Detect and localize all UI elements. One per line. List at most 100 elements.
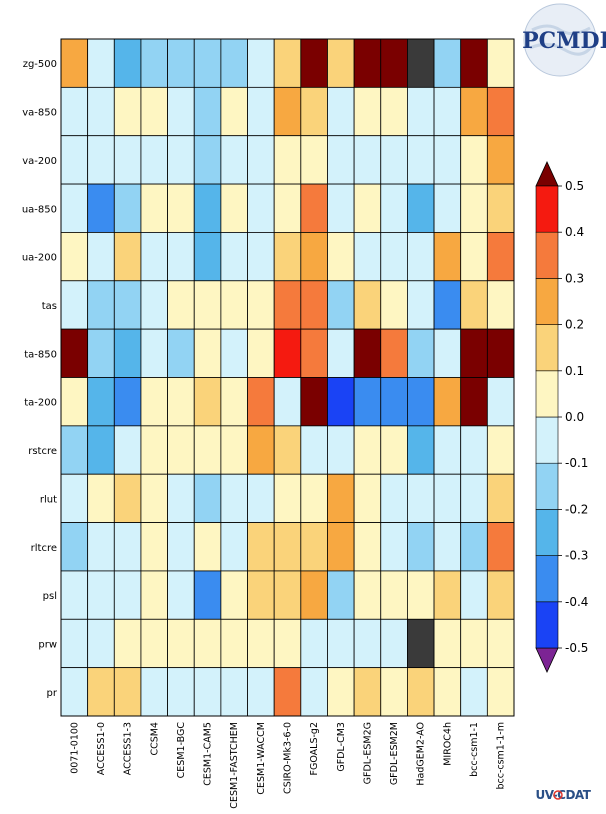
colorbar-tick-label: -0.1	[565, 456, 588, 470]
colorbar-bin	[535, 278, 559, 325]
heatmap-cell	[60, 135, 89, 185]
heatmap-cell	[353, 473, 382, 523]
heatmap-cell	[60, 280, 89, 330]
grid-border	[60, 38, 515, 717]
heatmap-cell	[353, 38, 382, 88]
row-label: psl	[43, 591, 57, 602]
heatmap-cell	[460, 135, 488, 185]
heatmap-cell	[247, 425, 275, 475]
heatmap-cell	[327, 183, 355, 233]
heatmap-cell	[167, 667, 195, 717]
heatmap-cell	[460, 38, 488, 88]
heatmap-cell	[486, 232, 515, 282]
heatmap-cell	[460, 522, 488, 572]
column-label: CESM1-CAM5	[203, 722, 214, 786]
colorbar-tick-label: 0.4	[565, 225, 584, 239]
heatmap-cell	[167, 377, 195, 427]
heatmap-cell	[247, 522, 275, 572]
heatmap-cell	[220, 618, 248, 669]
colorbar-bin	[535, 601, 559, 649]
heatmap-cell	[300, 377, 328, 427]
heatmap-cell	[140, 135, 168, 185]
heatmap-cell	[407, 38, 435, 88]
row-label: va-850	[22, 108, 57, 119]
heatmap-cell	[247, 38, 275, 88]
heatmap-cell	[407, 86, 435, 137]
heatmap-cell	[273, 425, 302, 475]
row-label: ta-200	[24, 398, 57, 409]
heatmap-cell	[193, 280, 222, 330]
heatmap-cell	[486, 570, 515, 620]
row-label: rstcre	[28, 446, 57, 457]
heatmap-cell	[193, 618, 222, 669]
heatmap-cell	[167, 86, 195, 137]
row-label: ta-850	[24, 349, 57, 360]
heatmap-cell	[353, 232, 382, 282]
colorbar-bin	[535, 185, 559, 233]
heatmap-cell	[327, 232, 355, 282]
heatmap-cell	[407, 425, 435, 475]
heatmap-cell	[167, 473, 195, 523]
heatmap-cell	[140, 570, 168, 620]
heatmap-cell	[193, 38, 222, 88]
heatmap-cell	[220, 522, 248, 572]
heatmap-cell	[87, 473, 115, 523]
row-label: ua-200	[22, 253, 57, 264]
uvcdat-logo: UV-CDAT	[536, 788, 593, 802]
heatmap-cell	[113, 328, 142, 378]
row-label: rlut	[40, 494, 57, 505]
column-label: bcc-csm1-1-m	[496, 722, 507, 790]
heatmap-cell	[247, 135, 275, 185]
colorbar-tick-label: -0.5	[565, 641, 588, 655]
heatmap-cell	[433, 183, 462, 233]
heatmap-cell	[486, 38, 515, 88]
heatmap-cell	[433, 280, 462, 330]
row-label: zg-500	[23, 59, 57, 70]
heatmap-cell	[113, 425, 142, 475]
pcmdi-logo-text: PCMDI	[522, 28, 606, 54]
column-label: GFDL-ESM2G	[362, 722, 373, 784]
heatmap-cell	[300, 328, 328, 378]
heatmap-cell	[353, 667, 382, 717]
heatmap-cell	[220, 328, 248, 378]
heatmap-cell	[486, 377, 515, 427]
heatmap-cell	[380, 135, 408, 185]
colorbar-bin	[535, 509, 559, 556]
heatmap-cell	[87, 377, 115, 427]
heatmap-cell	[167, 618, 195, 669]
heatmap-cell	[407, 232, 435, 282]
row-label: prw	[38, 639, 57, 650]
colorbar-tick-label: -0.3	[565, 549, 588, 563]
heatmap-cell	[167, 570, 195, 620]
heatmap-cell	[273, 570, 302, 620]
heatmap-cell	[380, 570, 408, 620]
heatmap-cell	[87, 280, 115, 330]
heatmap-cell	[140, 183, 168, 233]
heatmap-cell	[87, 328, 115, 378]
colorbar-bin	[535, 324, 559, 372]
heatmap-cell	[140, 473, 168, 523]
heatmap-cell	[113, 86, 142, 137]
column-label: CESM1-FASTCHEM	[229, 722, 240, 809]
column-label: CCSM4	[149, 722, 160, 756]
colorbar-bin	[535, 416, 559, 464]
column-label: ACCESS1-3	[123, 722, 134, 775]
heatmap-cell	[113, 377, 142, 427]
heatmap-cell	[433, 570, 462, 620]
row-labels: zg-500 va-850 va-200 ua-850 ua-200 tas ta-850 t…	[22, 59, 58, 699]
heatmap-cell	[113, 522, 142, 572]
heatmap-cell	[193, 522, 222, 572]
heatmap-cell	[380, 667, 408, 717]
heatmap-cell	[60, 425, 89, 475]
heatmap-cell	[247, 618, 275, 669]
heatmap-cell	[220, 135, 248, 185]
heatmap-cell	[140, 425, 168, 475]
heatmap-cell	[247, 473, 275, 523]
colorbar-tick-label: 0.2	[565, 318, 584, 332]
heatmap-cell	[273, 618, 302, 669]
heatmap-cell	[113, 135, 142, 185]
heatmap-cell	[60, 667, 89, 717]
heatmap-cell	[60, 377, 89, 427]
uvcdat-logo-text: UV-CDAT	[536, 788, 592, 802]
